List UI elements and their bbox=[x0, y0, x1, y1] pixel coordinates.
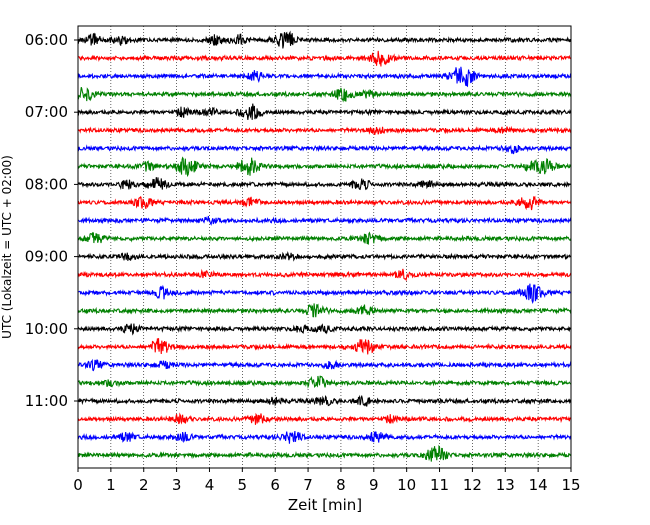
seismic-trace bbox=[77, 177, 572, 191]
seismic-trace bbox=[77, 156, 572, 178]
seismic-trace bbox=[77, 195, 572, 211]
x-tick-label: 4 bbox=[205, 476, 215, 494]
x-tick-label: 2 bbox=[139, 476, 149, 494]
x-tick-label: 7 bbox=[303, 476, 313, 494]
seismic-trace bbox=[77, 103, 572, 120]
plot-frame bbox=[77, 25, 572, 469]
seismic-trace bbox=[77, 215, 572, 226]
y-tick-label: 08:00 bbox=[25, 175, 68, 193]
seismic-trace bbox=[77, 323, 572, 336]
seismic-trace bbox=[77, 86, 572, 103]
y-tick-label: 07:00 bbox=[25, 103, 68, 121]
seismic-trace bbox=[77, 231, 572, 245]
x-tick-label: 15 bbox=[561, 476, 580, 494]
x-tick-label: 0 bbox=[73, 476, 83, 494]
seismic-trace bbox=[77, 30, 572, 49]
seismic-trace bbox=[77, 394, 572, 407]
trace-series bbox=[77, 30, 572, 462]
seismic-trace bbox=[77, 412, 572, 425]
seismic-trace bbox=[77, 338, 572, 355]
x-tick-label: 1 bbox=[106, 476, 116, 494]
seismic-trace bbox=[77, 66, 572, 88]
seismic-trace bbox=[77, 50, 572, 67]
x-tick-label: 6 bbox=[270, 476, 280, 494]
x-tick-label: 10 bbox=[397, 476, 416, 494]
seismic-trace bbox=[77, 444, 572, 462]
y-axis-ticks: 06:00 07:00 08:00 09:00 10:00 11:00 bbox=[25, 31, 78, 410]
x-axis-ticks: 0 1 2 3 4 5 6 7 8 9 10 11 12 13 14 15 bbox=[73, 468, 581, 494]
x-tick-label: 11 bbox=[430, 476, 449, 494]
seismic-trace bbox=[77, 125, 572, 136]
x-tick-label: 12 bbox=[463, 476, 482, 494]
seismic-trace bbox=[77, 144, 572, 155]
x-tick-label: 13 bbox=[496, 476, 515, 494]
x-tick-label: 9 bbox=[369, 476, 379, 494]
seismic-trace bbox=[77, 430, 572, 444]
y-tick-label: 11:00 bbox=[25, 392, 68, 410]
x-tick-label: 8 bbox=[336, 476, 346, 494]
seismic-trace bbox=[77, 283, 572, 304]
x-tick-label: 5 bbox=[238, 476, 248, 494]
seismic-trace bbox=[77, 251, 572, 262]
y-tick-label: 09:00 bbox=[25, 248, 68, 266]
seismic-trace bbox=[77, 268, 572, 282]
x-axis-label: Zeit [min] bbox=[288, 496, 362, 514]
y-tick-label: 10:00 bbox=[25, 320, 68, 338]
x-tick-label: 3 bbox=[172, 476, 182, 494]
y-tick-label: 06:00 bbox=[25, 31, 68, 49]
seismic-trace bbox=[77, 303, 572, 318]
seismic-trace bbox=[77, 358, 572, 372]
x-tick-label: 14 bbox=[529, 476, 548, 494]
seismic-trace bbox=[77, 375, 572, 389]
y-axis-label: UTC (Lokalzeit = UTC + 02:00) bbox=[0, 155, 14, 339]
